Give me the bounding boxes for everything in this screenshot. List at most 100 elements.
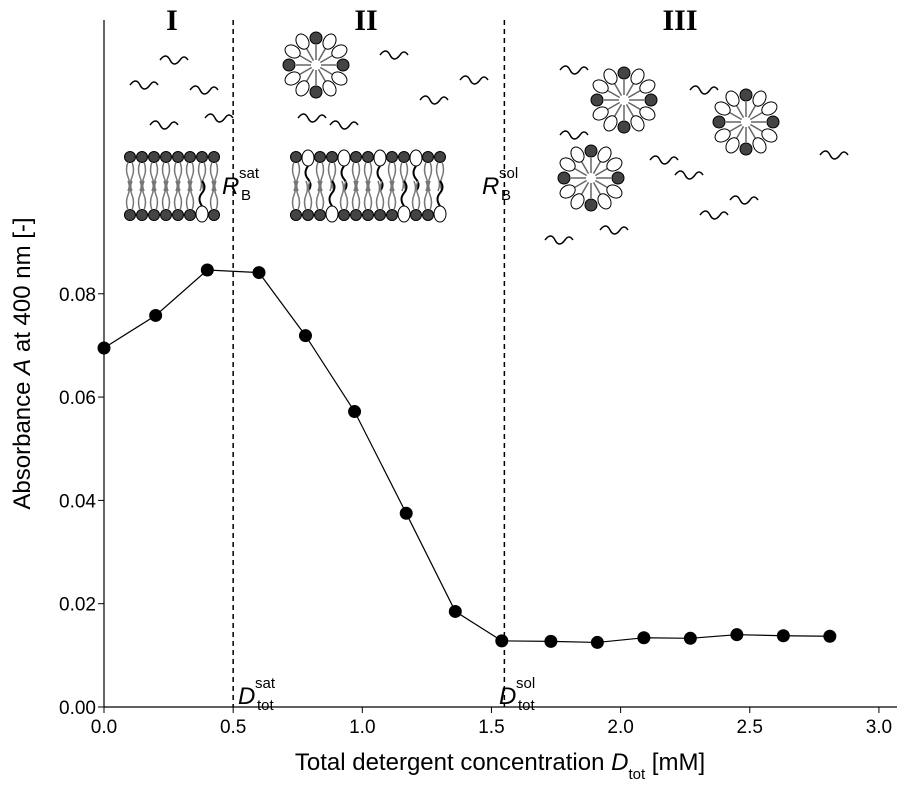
free-detergent	[189, 85, 219, 95]
micelle-detergent	[761, 128, 778, 143]
data-point	[252, 266, 266, 280]
micelle-tail	[573, 167, 588, 177]
data-point	[590, 635, 604, 649]
data-point	[495, 634, 509, 648]
micelle-tail	[580, 181, 590, 196]
micelle-tail	[317, 47, 327, 62]
detergent-tail	[198, 180, 206, 207]
illustrations	[124, 31, 849, 245]
micelle-lipid	[590, 93, 604, 107]
lipid-tail	[387, 180, 397, 211]
micelle-lipid	[309, 31, 323, 45]
micelle-detergent	[725, 90, 740, 107]
micelle-tail	[298, 54, 313, 64]
lipid-tail	[303, 180, 313, 211]
micelle-tail	[749, 123, 764, 133]
micelle-tail	[735, 104, 745, 119]
micelle-lipid	[336, 58, 350, 72]
lipid-tail	[209, 180, 219, 211]
lipid-head	[196, 151, 208, 163]
micelle-tail	[606, 101, 621, 111]
y-tick-label: 0.02	[59, 595, 96, 616]
lipid-head	[208, 209, 220, 221]
micelle-tail	[606, 89, 621, 99]
lipid-head	[422, 151, 434, 163]
micelle-detergent	[570, 146, 585, 163]
lipid-head	[386, 209, 398, 221]
lipid-tail	[315, 180, 325, 211]
lipid-head	[160, 209, 172, 221]
micelle-lipid	[309, 85, 323, 99]
y-tick-label: 0.08	[59, 285, 96, 306]
micelle-tail	[305, 47, 315, 62]
y-axis-label-part: A	[9, 359, 36, 377]
lipid-head	[314, 209, 326, 221]
free-detergent	[674, 170, 704, 180]
micelle-tail	[305, 68, 315, 83]
region-label: II	[354, 4, 377, 37]
free-detergent	[379, 50, 409, 60]
micelle-lipid	[611, 171, 625, 185]
micelle-detergent	[714, 128, 731, 143]
lipid-head	[124, 209, 136, 221]
annotation-main: R	[482, 173, 499, 200]
x-tick-label: 1.5	[478, 717, 504, 738]
micelle-tail	[728, 123, 743, 133]
micelle-tail	[592, 160, 602, 175]
data-point	[544, 634, 558, 648]
micelle-detergent	[606, 184, 623, 199]
lipid-head	[136, 209, 148, 221]
annotation-sub: tot	[257, 697, 275, 714]
detergent-head	[373, 149, 387, 167]
lipid-head	[386, 151, 398, 163]
x-axis-label-part: Total detergent concentration	[295, 749, 611, 776]
lipid-tail	[363, 180, 373, 211]
free-detergent	[329, 120, 359, 130]
x-axis-label-part: [mM]	[645, 749, 705, 776]
lipid-tail	[173, 180, 183, 211]
data-point	[149, 308, 163, 322]
lipid-tail	[435, 161, 445, 192]
annotation-main: D	[499, 683, 516, 710]
micelle-detergent	[295, 33, 310, 50]
data-point	[200, 263, 214, 277]
lipid-head	[302, 209, 314, 221]
y-axis-label-part: Absorbance	[9, 375, 36, 510]
free-detergent	[559, 65, 589, 75]
free-detergent	[559, 130, 589, 140]
micelle-tail	[728, 111, 743, 121]
lipid-head	[208, 151, 220, 163]
micelle-detergent	[630, 68, 645, 85]
x-tick-label: 0.5	[220, 717, 246, 738]
micelle-tail	[298, 66, 313, 76]
lipid-head	[160, 151, 172, 163]
lipid-tail	[327, 161, 337, 192]
micelle-detergent	[331, 44, 348, 59]
micelle-tail	[594, 167, 609, 177]
lipid-head	[172, 209, 184, 221]
lipid-head	[362, 151, 374, 163]
data-point	[448, 604, 462, 618]
micelle-detergent	[559, 157, 576, 172]
micelle-lipid	[617, 120, 631, 134]
detergent-head	[337, 149, 351, 167]
lipid-head	[434, 151, 446, 163]
detergent-head	[195, 205, 209, 223]
detergent-tail	[304, 165, 312, 192]
micelle-detergent	[606, 157, 623, 172]
x-tick-label: 0.0	[91, 717, 117, 738]
y-axis-label-part: at 400 nm [-]	[9, 217, 36, 358]
x-tick-label: 3.0	[866, 717, 892, 738]
y-tick-label: 0.04	[59, 491, 96, 512]
lipid-head	[290, 209, 302, 221]
detergent-head	[325, 205, 339, 223]
micelle-tail	[625, 82, 635, 97]
lipid-head	[148, 209, 160, 221]
micelle-lipid	[739, 88, 753, 102]
micelle-lipid	[282, 58, 296, 72]
micelle-detergent	[639, 79, 656, 94]
micelle-detergent	[603, 68, 618, 85]
detergent-head	[301, 149, 315, 167]
annotation-main: R	[222, 173, 239, 200]
lipid-tail	[161, 180, 171, 211]
